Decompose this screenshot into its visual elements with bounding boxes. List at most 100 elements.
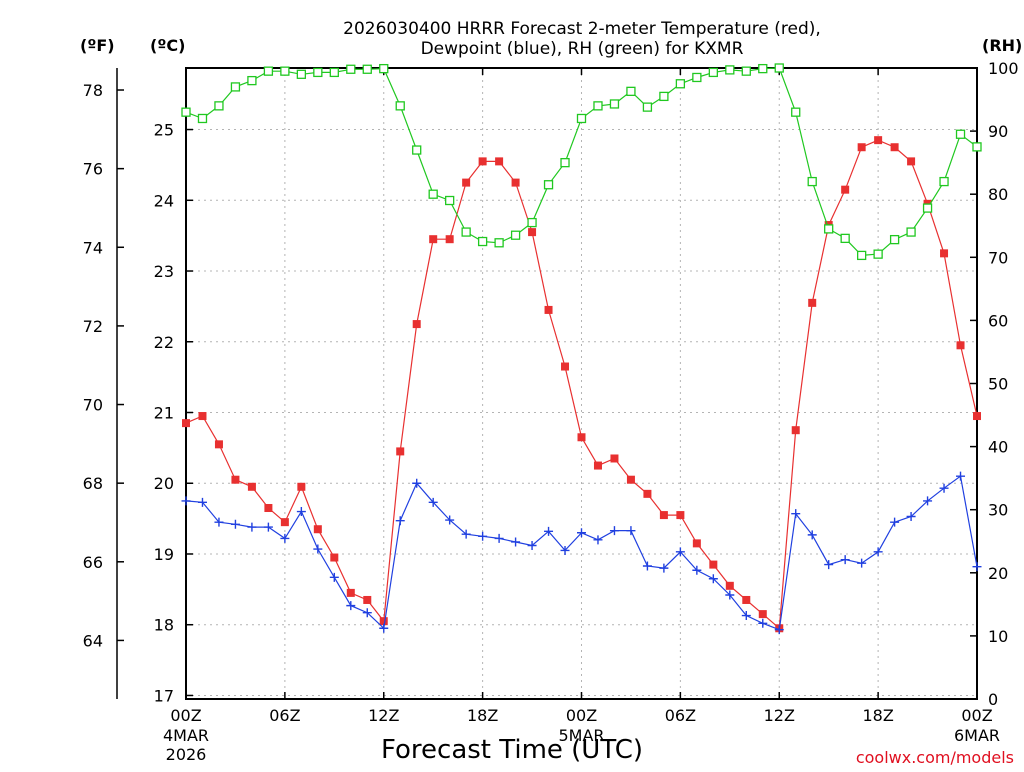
celsius-tick-label: 23: [154, 262, 174, 281]
dewpoint-point: [906, 511, 916, 521]
rh-tick-label: 20: [988, 564, 1008, 583]
rh-point: [675, 79, 686, 89]
x-tick-label: 06Z: [269, 706, 300, 725]
rh-point: [362, 64, 372, 74]
date-label: 4MAR: [163, 726, 209, 745]
rh-point: [972, 142, 982, 152]
x-tick-label: 00Z: [170, 706, 201, 725]
x-tick-label: 18Z: [467, 706, 498, 725]
celsius-unit-label: (ºC): [150, 36, 185, 55]
x-tick-label: 00Z: [961, 706, 992, 725]
data-series: [181, 63, 982, 635]
dewpoint-point: [939, 483, 949, 493]
dewpoint-point: [181, 496, 191, 506]
temperature-point: [346, 588, 355, 597]
dewpoint-point: [857, 558, 867, 568]
temperature-point: [874, 136, 883, 145]
dewpoint-point: [197, 497, 207, 507]
rh-point: [313, 67, 323, 78]
temperature-point: [247, 482, 256, 491]
temperature-point: [462, 178, 471, 187]
temperature-point: [445, 235, 454, 244]
temperature-point: [626, 475, 635, 484]
dewpoint-point: [478, 531, 488, 541]
plot-frame: [185, 67, 978, 700]
rh-point: [609, 99, 620, 109]
temperature-point: [808, 298, 817, 307]
temperature-point: [198, 412, 207, 421]
dewpoint-point: [511, 537, 521, 547]
temperature-point: [725, 581, 734, 590]
dewpoint-point: [296, 507, 306, 517]
fahrenheit-tick-label: 68: [83, 474, 103, 493]
dewpoint-point: [461, 529, 471, 539]
rh-point: [230, 82, 241, 92]
rh-point: [445, 195, 455, 206]
rh-point: [906, 227, 916, 237]
temperature-point: [956, 341, 965, 350]
rh-point: [626, 86, 636, 96]
temperature-point: [940, 249, 949, 258]
rh-point: [181, 107, 191, 117]
rh-point: [708, 67, 718, 78]
rh-point: [576, 113, 587, 124]
dewpoint-point: [972, 562, 982, 572]
temperature-point: [214, 440, 223, 449]
x-tick-label: 12Z: [368, 706, 399, 725]
dewpoint-point: [527, 540, 537, 550]
dewpoint-point: [609, 526, 619, 536]
celsius-tick-label: 18: [154, 616, 174, 635]
rh-point: [510, 230, 521, 240]
dewpoint-point: [725, 590, 735, 600]
dewpoint-point: [873, 547, 883, 557]
dewpoint-point: [659, 563, 669, 573]
rh-point: [692, 72, 702, 83]
temperature-point: [544, 305, 553, 314]
fahrenheit-tick-label: 72: [83, 317, 103, 336]
rh-tick-label: 100: [988, 59, 1019, 78]
rh-point: [197, 113, 208, 124]
celsius-tick-label: 20: [154, 474, 174, 493]
x-tick-label: 06Z: [665, 706, 696, 725]
temperature-point: [742, 595, 751, 604]
temperature-point: [264, 504, 273, 513]
date-label: 5MAR: [558, 726, 604, 745]
rh-point: [725, 65, 735, 75]
fahrenheit-tick-label: 76: [83, 160, 103, 179]
celsius-tick-label: 24: [154, 191, 174, 210]
dewpoint-point: [626, 526, 636, 536]
rh-tick-label: 10: [988, 627, 1008, 646]
rh-tick-label: 60: [988, 311, 1008, 330]
rh-point: [494, 238, 504, 248]
rh-point: [461, 227, 471, 237]
rh-point: [873, 249, 883, 259]
dewpoint-point: [280, 533, 290, 543]
rh-point: [774, 63, 784, 73]
rh-point: [807, 176, 817, 187]
temperature-point: [182, 419, 190, 428]
chart-title-line1: 2026030400 HRRR Forecast 2-meter Tempera…: [343, 19, 821, 39]
dewpoint-point: [741, 611, 751, 621]
fahrenheit-tick-label: 78: [83, 81, 103, 100]
dewpoint-point: [445, 515, 455, 525]
rh-point: [247, 75, 257, 86]
dewpoint-point: [230, 519, 240, 529]
rh-point: [856, 250, 867, 261]
rh-unit-label: (RH): [982, 36, 1022, 55]
celsius-tick-label: 25: [154, 121, 174, 140]
temperature-point: [495, 157, 504, 166]
temperature-point: [857, 143, 866, 152]
rh-point: [346, 64, 356, 74]
celsius-tick-label: 21: [154, 404, 174, 423]
x-tick-label: 18Z: [862, 706, 893, 725]
temperature-point: [841, 185, 850, 194]
rh-point: [428, 189, 438, 199]
plot-border: [185, 67, 978, 700]
x-tick-label: 00Z: [566, 706, 597, 725]
rh-point: [214, 101, 224, 111]
temperature-point: [280, 518, 289, 527]
dewpoint-point: [346, 601, 356, 611]
rh-point: [939, 176, 949, 187]
rh-point: [922, 203, 933, 213]
